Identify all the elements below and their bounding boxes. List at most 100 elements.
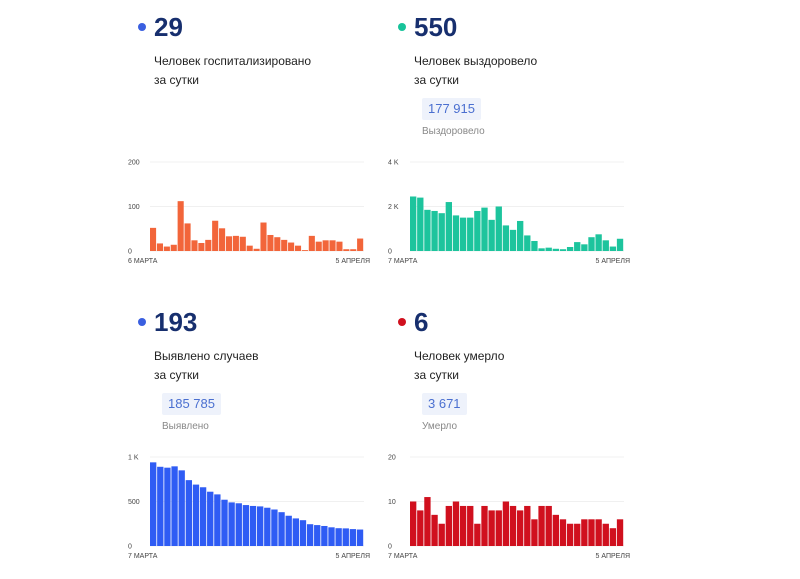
total-label: Выявлено <box>162 421 209 432</box>
bar-chart-hospitalized: 0 100 200 6 МАРТА 5 АПРЕЛЯ <box>128 160 370 266</box>
bar <box>177 201 184 251</box>
bar <box>184 223 191 251</box>
description-line-1: Человек выздоровело <box>414 54 538 68</box>
y-tick-label: 200 <box>128 160 140 167</box>
bar <box>342 528 349 546</box>
bar <box>315 241 322 251</box>
bar <box>445 505 452 546</box>
bar <box>356 529 364 546</box>
bar <box>488 510 495 546</box>
bullet-dot-icon <box>138 23 146 31</box>
bar <box>588 519 595 546</box>
bar <box>150 227 157 251</box>
bar <box>445 202 452 251</box>
bar <box>257 506 264 546</box>
bar <box>566 246 574 251</box>
bar <box>299 520 307 546</box>
bar <box>531 519 538 546</box>
description-line-2: за сутки <box>154 368 199 382</box>
daily-value: 6 <box>414 307 429 337</box>
bar <box>524 235 531 251</box>
bar <box>595 519 602 546</box>
bar <box>474 523 481 546</box>
bar <box>459 217 467 251</box>
total-value-badge: 177 915 <box>422 98 481 120</box>
bar <box>357 238 364 251</box>
bar <box>235 503 242 546</box>
bar <box>232 235 239 251</box>
daily-value: 550 <box>414 12 458 42</box>
bar <box>452 501 460 546</box>
bar <box>163 246 170 251</box>
bar <box>322 240 329 251</box>
daily-value: 29 <box>154 12 183 42</box>
bar <box>602 523 609 546</box>
bar <box>545 247 552 251</box>
bar <box>545 505 552 546</box>
bar <box>308 235 315 251</box>
y-tick-label: 2 K <box>388 204 399 211</box>
bar <box>431 210 438 251</box>
bar <box>267 234 274 251</box>
description: Человек выздоровело за сутки <box>414 52 634 90</box>
bar <box>328 527 335 546</box>
description-line-2: за сутки <box>414 368 459 382</box>
bar <box>452 215 460 251</box>
bar <box>157 466 164 546</box>
bar <box>438 213 445 251</box>
bar <box>595 234 602 251</box>
bar <box>602 240 609 251</box>
description: Человек умерло за сутки <box>414 347 634 385</box>
bar <box>552 248 559 251</box>
bar <box>207 491 214 546</box>
bar <box>481 505 488 546</box>
bar <box>249 505 257 546</box>
bar <box>581 244 588 251</box>
total-label: Выздоровело <box>422 126 485 137</box>
bar <box>417 197 424 251</box>
bar <box>431 514 438 546</box>
bar <box>524 505 531 546</box>
bar <box>559 249 567 251</box>
bar <box>239 236 246 251</box>
panel-cases: 193 Выявлено случаев за сутки 185 785 Вы… <box>128 303 378 573</box>
bar <box>509 505 517 546</box>
description-line-1: Человек умерло <box>414 349 505 363</box>
bar <box>191 240 198 251</box>
bar <box>495 510 502 546</box>
bar <box>336 241 343 251</box>
description: Выявлено случаев за сутки <box>154 347 374 385</box>
y-tick-label: 20 <box>388 455 396 462</box>
bar <box>474 210 481 251</box>
bar <box>502 225 510 251</box>
bar <box>495 206 502 251</box>
bar <box>185 480 192 546</box>
bar <box>467 505 474 546</box>
y-tick-label: 100 <box>128 204 140 211</box>
panel-hospitalized: 29 Человек госпитализировано за сутки 0 1… <box>128 8 378 268</box>
x-start-label: 6 МАРТА <box>128 258 158 265</box>
bar <box>574 242 581 251</box>
bar <box>609 246 617 251</box>
bar <box>278 512 285 546</box>
bar <box>314 525 321 546</box>
bar-chart-deaths: 0 10 20 7 МАРТА 5 АПРЕЛЯ <box>388 455 630 561</box>
bar <box>150 462 157 546</box>
bar <box>164 467 171 546</box>
bar <box>198 242 205 251</box>
total-value-badge: 185 785 <box>162 393 221 415</box>
y-tick-label: 10 <box>388 499 396 506</box>
bullet-dot-icon <box>398 23 406 31</box>
bar <box>228 502 235 546</box>
y-tick-label: 0 <box>128 544 132 551</box>
bar <box>246 245 253 251</box>
panel-header: 29 <box>128 8 378 48</box>
bar <box>171 466 178 546</box>
bar <box>274 237 281 251</box>
bar <box>488 219 495 251</box>
total-value-badge: 3 671 <box>422 393 467 415</box>
bar <box>609 528 617 546</box>
bar <box>199 487 207 546</box>
bar <box>349 529 357 546</box>
bar <box>581 519 588 546</box>
